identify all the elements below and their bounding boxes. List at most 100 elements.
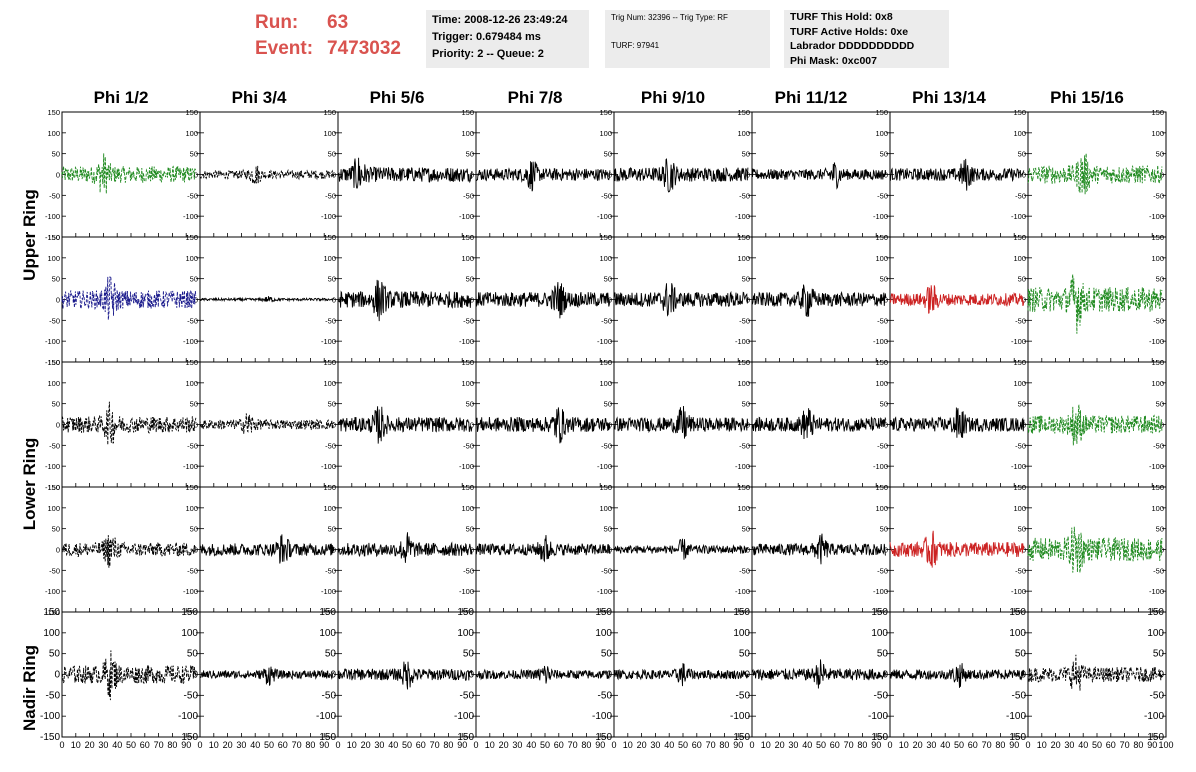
y-tick-label: 100	[323, 504, 336, 513]
y-tick-label: 50	[466, 400, 474, 409]
waveform-trace	[889, 158, 1025, 191]
panel-frame	[751, 236, 891, 363]
x-tick-label: 60	[278, 740, 288, 750]
y-tick-label: -100	[321, 462, 336, 471]
y-tick-label: 100	[47, 254, 60, 263]
x-tick-label: 60	[554, 740, 564, 750]
y-tick-label: 150	[1013, 483, 1026, 492]
x-tick-label: 0	[473, 740, 478, 750]
x-tick-label: 60	[140, 740, 150, 750]
x-tick-label: 80	[1133, 740, 1143, 750]
waveform-trace	[751, 408, 887, 440]
y-tick-label: -100	[1011, 212, 1026, 221]
y-tick-label: 150	[737, 483, 750, 492]
x-tick-label: 70	[982, 740, 992, 750]
x-tick-label: 90	[181, 740, 191, 750]
y-tick-label: -50	[1015, 191, 1026, 200]
y-tick-label: 50	[604, 525, 612, 534]
y-tick-label: 150	[185, 108, 198, 117]
y-tick-label: -100	[735, 212, 750, 221]
waveform-trace	[751, 533, 887, 565]
waveform-trace	[199, 534, 335, 564]
y-tick-label: 100	[875, 129, 888, 138]
waveform-trace	[475, 407, 611, 444]
time-line: Time: 2008-12-26 23:49:24	[432, 14, 568, 26]
y-tick-label: -50	[739, 191, 750, 200]
y-tick-label: 50	[1156, 400, 1164, 409]
y-tick-label: 0	[884, 421, 888, 430]
y-tick-label: 150	[47, 233, 60, 242]
y-tick-label: 150	[737, 233, 750, 242]
y-tick-label: 0	[746, 546, 750, 555]
waveform-trace	[199, 413, 335, 434]
x-tick-label: 40	[250, 740, 260, 750]
y-tick-label: 50	[742, 525, 750, 534]
waveform-trace	[475, 535, 611, 563]
x-tick-label: 20	[223, 740, 233, 750]
y-tick-label: -50	[601, 191, 612, 200]
y-tick-label: -150	[592, 732, 612, 743]
y-tick-label: -50	[49, 191, 60, 200]
y-tick-label: 50	[190, 275, 198, 284]
column-header: Phi 15/16	[1050, 88, 1124, 107]
waveform-trace	[337, 406, 473, 444]
y-tick-label: 150	[47, 483, 60, 492]
trigger-info-box: Trig Num: 32396 -- Trig Type: RF TURF: 9…	[605, 10, 770, 68]
y-tick-label: 150	[875, 108, 888, 117]
y-tick-label: 100	[185, 254, 198, 263]
y-tick-label: 100	[1013, 254, 1026, 263]
y-tick-label: 0	[1022, 546, 1026, 555]
x-tick-label: 0	[1025, 740, 1030, 750]
y-tick-label: 50	[604, 275, 612, 284]
y-tick-label: 50	[739, 649, 751, 660]
y-tick-label: -100	[40, 711, 60, 722]
y-tick-label: 100	[737, 254, 750, 263]
x-tick-label: 60	[692, 740, 702, 750]
phi-mask-line: Phi Mask: 0xc007	[790, 54, 877, 67]
waveform-trace	[475, 665, 611, 684]
x-tick-label: 70	[844, 740, 854, 750]
x-tick-label: 10	[761, 740, 771, 750]
y-tick-label: -50	[187, 441, 198, 450]
waveform-trace	[61, 276, 197, 320]
y-tick-label: 150	[461, 483, 474, 492]
event-value: 7473032	[327, 38, 401, 59]
y-tick-label: -50	[1153, 566, 1164, 575]
y-tick-label: 0	[194, 296, 198, 305]
y-tick-label: 150	[461, 358, 474, 367]
y-tick-label: -50	[877, 441, 888, 450]
y-tick-label: -50	[187, 191, 198, 200]
y-tick-label: -50	[49, 316, 60, 325]
y-tick-label: 100	[599, 254, 612, 263]
x-tick-label: 50	[402, 740, 412, 750]
y-tick-label: 100	[599, 129, 612, 138]
y-tick-label: 0	[56, 546, 60, 555]
x-tick-label: 90	[733, 740, 743, 750]
y-tick-label: -100	[868, 711, 888, 722]
y-tick-label: 100	[1013, 129, 1026, 138]
y-tick-label: 0	[470, 546, 474, 555]
y-tick-label: 0	[1160, 296, 1164, 305]
y-tick-label: -50	[325, 316, 336, 325]
y-tick-label: -50	[1015, 441, 1026, 450]
y-tick-label: 50	[880, 150, 888, 159]
y-tick-label: -50	[877, 316, 888, 325]
y-tick-label: 50	[328, 525, 336, 534]
y-tick-label: -50	[46, 690, 61, 701]
y-tick-label: -50	[1153, 316, 1164, 325]
y-tick-label: -150	[45, 358, 60, 367]
y-tick-label: -100	[183, 212, 198, 221]
turf-info-box: TURF This Hold: 0x8 TURF Active Holds: 0…	[784, 10, 949, 68]
x-tick-label: 70	[430, 740, 440, 750]
y-tick-label: -100	[1149, 462, 1164, 471]
x-tick-label: 0	[611, 740, 616, 750]
